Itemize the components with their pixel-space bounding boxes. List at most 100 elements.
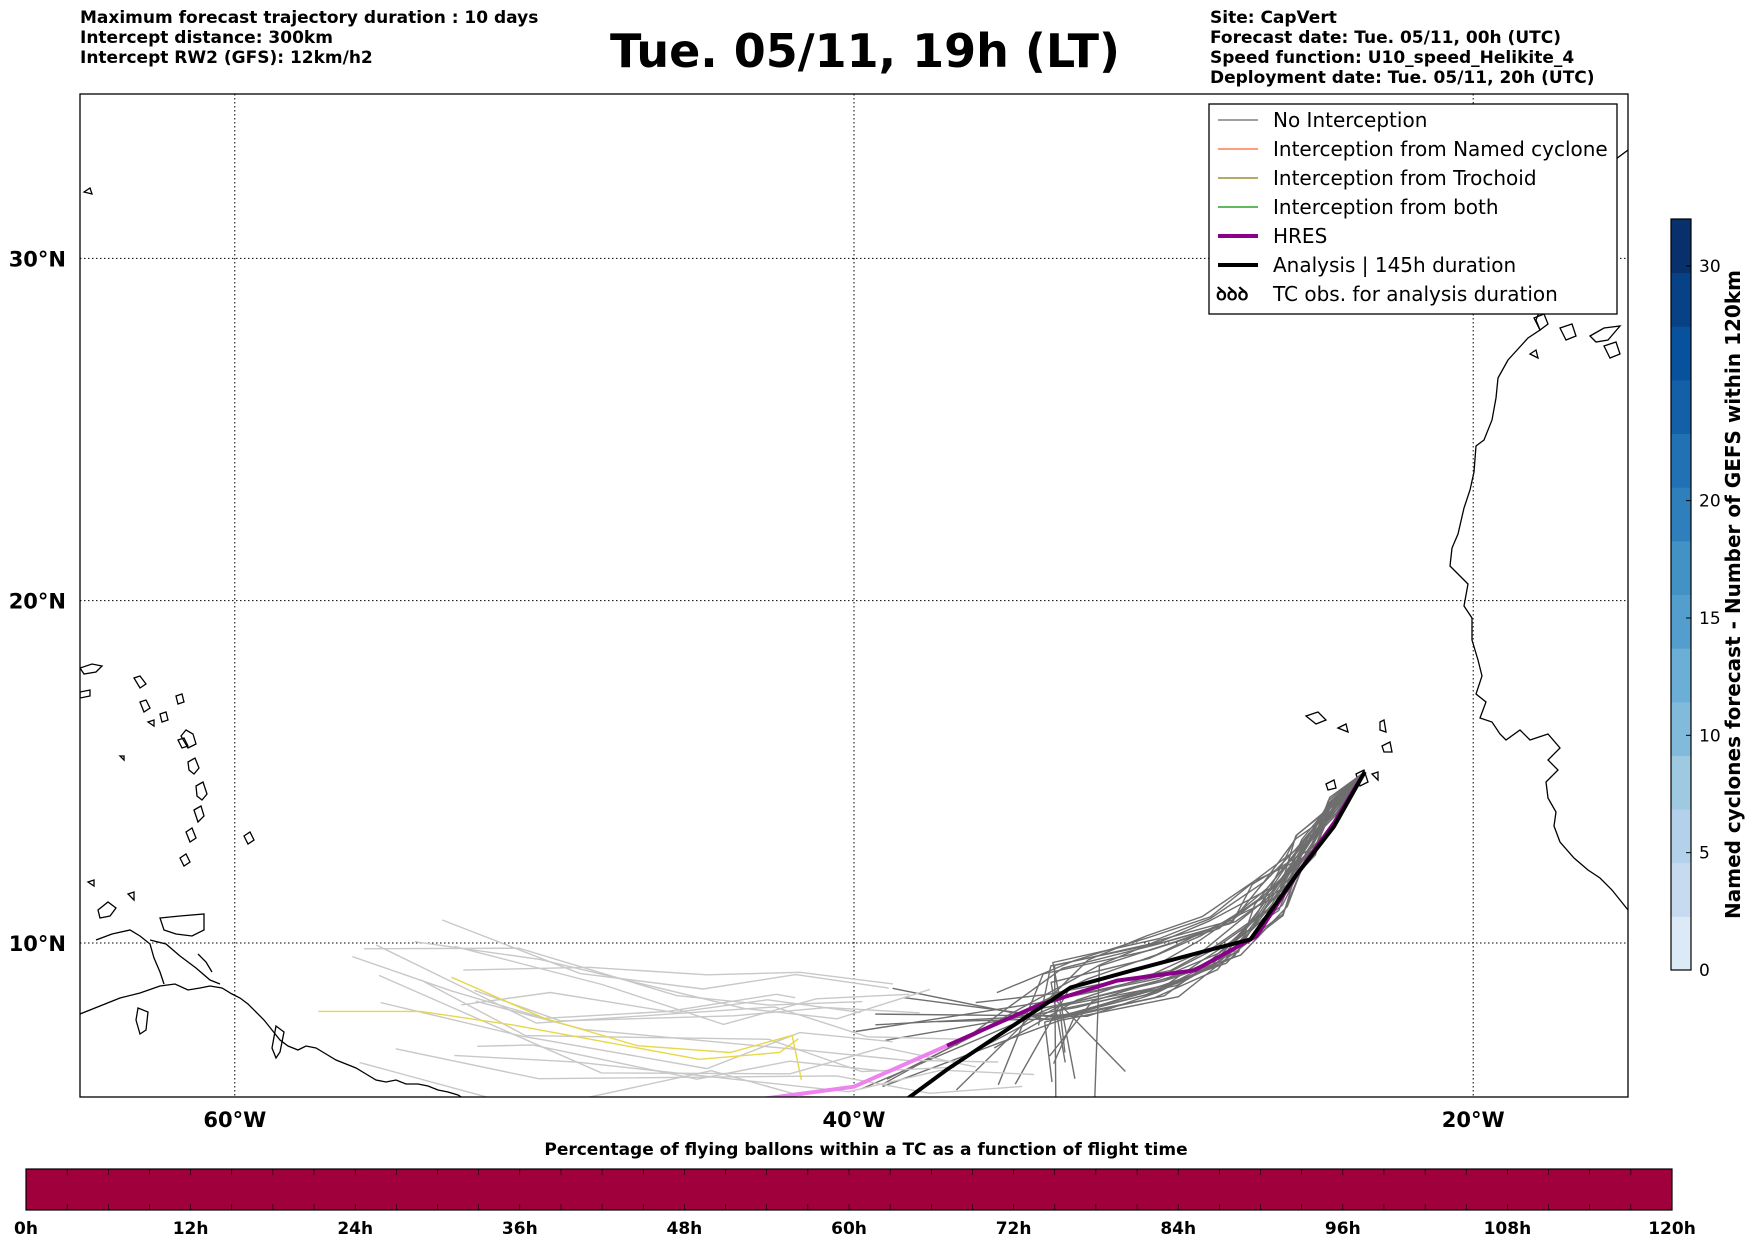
colorbar-tick-label: 20 bbox=[1699, 492, 1721, 512]
island-antilles-20 bbox=[82, 186, 93, 195]
ensemble-track-no-interception bbox=[955, 771, 1366, 1046]
colorbar-segment bbox=[1671, 433, 1691, 488]
ensemble-track-no-interception bbox=[1053, 771, 1366, 1072]
ensemble-track-no-interception bbox=[892, 771, 1366, 1021]
coastline-canaries-3 bbox=[1588, 325, 1622, 343]
ensemble-track-no-interception bbox=[1014, 771, 1366, 1085]
island-antilles-11 bbox=[80, 663, 104, 675]
lat-tick-label: 20°N bbox=[9, 590, 66, 614]
max-duration-text: Maximum forecast trajectory duration : 1… bbox=[80, 8, 539, 28]
analysis-track bbox=[906, 770, 1367, 1097]
ensemble-track-late bbox=[454, 945, 910, 1026]
flight-time-tick-label: 60h bbox=[831, 1219, 867, 1239]
ensemble-track-no-interception bbox=[977, 771, 1366, 1051]
ensemble-track-late bbox=[477, 1044, 883, 1080]
ensemble-track-late bbox=[475, 1000, 999, 1063]
colorbar-segment bbox=[1671, 809, 1691, 864]
ensemble-track-late bbox=[380, 1001, 893, 1070]
flight-time-tick-label: 36h bbox=[502, 1219, 538, 1239]
forecast-date-text: Forecast date: Tue. 05/11, 00h (UTC) bbox=[1210, 28, 1561, 48]
coastline-canaries-4 bbox=[1603, 341, 1621, 359]
ensemble-track-no-interception bbox=[955, 771, 1366, 1091]
island-cape-verde-2 bbox=[1336, 723, 1349, 734]
ensemble-track-late bbox=[359, 1061, 843, 1097]
island-antilles-3 bbox=[195, 781, 208, 801]
coastline-west-africa bbox=[1449, 149, 1628, 911]
ensemble-track-late bbox=[375, 944, 961, 1040]
island-antilles-1 bbox=[180, 729, 197, 749]
island-antilles-10 bbox=[126, 891, 135, 902]
colorbar-tick-label: 10 bbox=[1699, 726, 1721, 746]
colorbar-bottom-label: Percentage of flying ballons within a TC… bbox=[544, 1140, 1187, 1160]
colorbar-segment bbox=[1671, 379, 1691, 435]
run-info-left: Maximum forecast trajectory duration : 1… bbox=[80, 8, 538, 68]
colorbar-segment bbox=[1671, 916, 1691, 971]
legend-box bbox=[1208, 103, 1618, 315]
island-antilles-17 bbox=[146, 719, 155, 728]
island-antilles-16 bbox=[175, 693, 185, 705]
ensemble-track-no-interception bbox=[996, 771, 1366, 994]
island-antilles-7 bbox=[177, 737, 189, 749]
trajectory-layer bbox=[318, 770, 1367, 1097]
ensemble-track-no-interception bbox=[997, 771, 1366, 1086]
ensemble-track-late bbox=[395, 1048, 1023, 1095]
ensemble-track-no-interception bbox=[875, 771, 1366, 1018]
island-antilles-19 bbox=[86, 879, 95, 888]
ensemble-track-no-interception bbox=[1052, 771, 1366, 1079]
colorbar-segment bbox=[1671, 272, 1691, 327]
ensemble-track-late bbox=[363, 947, 863, 1006]
ensemble-track-no-interception bbox=[882, 771, 1366, 1088]
ensemble-track-late bbox=[461, 991, 861, 1014]
island-cape-verde-4 bbox=[1381, 741, 1393, 753]
island-antilles-13 bbox=[133, 675, 147, 689]
legend-label: Analysis | 145h duration bbox=[1273, 253, 1516, 277]
coastlines bbox=[80, 149, 1628, 1097]
ensemble-track-no-interception bbox=[1049, 771, 1366, 1057]
legend-label: Interception from both bbox=[1273, 195, 1499, 219]
ensemble-track-late bbox=[378, 974, 976, 1075]
site-text: Site: CapVert bbox=[1210, 8, 1337, 28]
flight-time-bar bbox=[25, 1168, 1673, 1211]
island-cape-verde-1 bbox=[1304, 711, 1328, 725]
ensemble-track-no-interception bbox=[1043, 771, 1366, 1083]
ensemble-track-no-interception bbox=[1037, 771, 1366, 1026]
lon-tick-label: 40°W bbox=[823, 1108, 886, 1132]
coastline-islet-a bbox=[135, 1007, 149, 1036]
lat-tick-label: 10°N bbox=[9, 932, 66, 956]
ensemble-track-no-interception bbox=[875, 771, 1366, 1026]
flight-time-tick-label: 12h bbox=[173, 1219, 209, 1239]
island-antilles-5 bbox=[185, 827, 197, 843]
island-antilles-12 bbox=[80, 689, 91, 699]
speed-function-text: Speed function: U10_speed_Helikite_4 bbox=[1210, 48, 1575, 68]
flight-time-tick-label: 48h bbox=[667, 1219, 703, 1239]
ensemble-track-late bbox=[420, 979, 955, 1073]
colorbar-segment bbox=[1671, 219, 1691, 274]
ensemble-track-late bbox=[352, 955, 796, 1020]
colorbar-tick-label: 0 bbox=[1699, 961, 1710, 981]
ensemble-track-late bbox=[454, 1054, 1035, 1093]
flight-time-tick-label: 72h bbox=[996, 1219, 1032, 1239]
flight-time-tick-label: 24h bbox=[337, 1219, 373, 1239]
deployment-date-text: Deployment date: Tue. 05/11, 20h (UTC) bbox=[1210, 68, 1595, 88]
colorbar-tick-label: 15 bbox=[1699, 609, 1721, 629]
island-antilles-18 bbox=[118, 755, 125, 762]
lat-tick-label: 30°N bbox=[9, 247, 66, 271]
island-antilles-8 bbox=[243, 831, 255, 845]
map-frame bbox=[79, 93, 1629, 1098]
coastline-canaries-1 bbox=[1533, 313, 1549, 331]
page-title: Tue. 05/11, 19h (LT) bbox=[610, 24, 1120, 78]
ensemble-track-no-interception bbox=[881, 771, 1366, 1086]
ensemble-track-late bbox=[474, 989, 920, 1022]
flight-time-tick-label: 96h bbox=[1325, 1219, 1361, 1239]
ensemble-track-no-interception bbox=[860, 771, 1366, 1090]
colorbar-segment bbox=[1671, 755, 1691, 810]
ensemble-track-late bbox=[414, 941, 931, 1020]
colorbar-flight-time: Percentage of flying ballons within a TC… bbox=[14, 1140, 1696, 1239]
island-cape-verde-5 bbox=[1325, 779, 1337, 791]
colorbar-segment bbox=[1671, 594, 1691, 649]
ensemble-track-no-interception bbox=[885, 771, 1366, 1041]
flight-time-tick-label: 0h bbox=[14, 1219, 38, 1239]
map-gridlines bbox=[80, 94, 1628, 1097]
colorbar-tick-label: 5 bbox=[1699, 844, 1710, 864]
